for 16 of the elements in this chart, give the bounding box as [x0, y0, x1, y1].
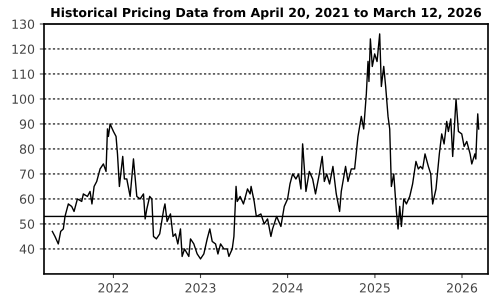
y-tick-label: 110: [12, 69, 34, 79]
y-tick-label: 60: [20, 194, 34, 204]
y-tick-label: 90: [20, 119, 34, 129]
y-tick-label: 80: [20, 144, 34, 154]
x-tick-label: 2023: [186, 283, 216, 293]
x-tick-label: 2024: [272, 283, 303, 293]
y-tick-label: 40: [20, 244, 34, 254]
y-tick-label: 70: [20, 169, 34, 179]
y-tick-label: 120: [12, 44, 34, 54]
y-tick-label: 50: [20, 219, 34, 229]
chart-title: Historical Pricing Data from April 20, 2021 to March 12, 2026: [51, 8, 482, 20]
x-tick-label: 2022: [98, 283, 128, 293]
x-tick-label: 2026: [447, 283, 478, 293]
y-tick-label: 100: [12, 94, 34, 104]
x-tick-label: 2025: [360, 283, 390, 293]
y-tick-label: 130: [12, 19, 34, 29]
